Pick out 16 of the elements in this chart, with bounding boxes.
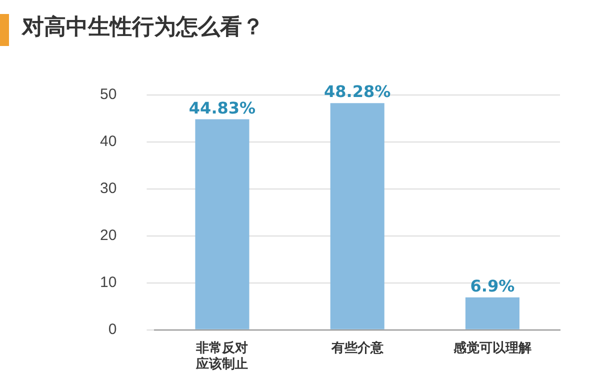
y-tick-label: 10 [100, 274, 117, 291]
y-tick-label: 20 [100, 227, 117, 244]
y-tick-label: 0 [108, 320, 117, 338]
x-tick-label: 有些介意 [330, 340, 384, 356]
data-label: 44.83% [188, 98, 256, 118]
chart-title: 对高中生性行为怎么看？ [22, 14, 264, 42]
data-label: 48.28% [324, 82, 391, 102]
x-tick-label: 感觉可以理解 [452, 340, 532, 356]
bar [465, 297, 520, 330]
y-tick-label: 30 [100, 180, 117, 198]
y-tick-label: 40 [100, 133, 117, 150]
data-label: 6.9% [470, 276, 515, 296]
x-tick-label: 非常反对应该制止 [195, 340, 248, 371]
bar [195, 119, 250, 330]
bar [330, 103, 384, 330]
y-tick-label: 50 [100, 86, 117, 104]
